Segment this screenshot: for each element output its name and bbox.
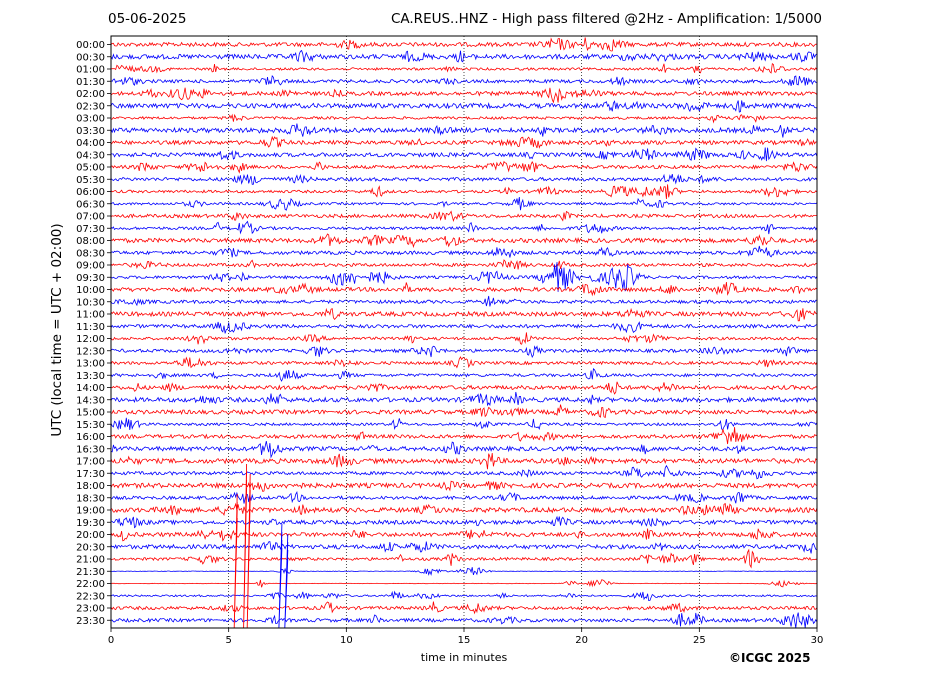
y-tick-label-0500: 05:00: [76, 163, 105, 174]
y-tick-label-0530: 05:30: [76, 175, 105, 186]
trace-row-1200: [110, 332, 818, 345]
trace-row-0200: [110, 87, 818, 104]
x-tick-label-0: 0: [108, 635, 114, 646]
y-tick-label-2200: 22:00: [76, 579, 105, 590]
y-tick-label-2100: 21:00: [76, 555, 105, 566]
chart-title: CA.REUS..HNZ - High pass filtered @2Hz -…: [390, 11, 822, 27]
y-tick-label-1800: 18:00: [76, 481, 105, 492]
copyright-label: ©ICGC 2025: [729, 651, 811, 665]
y-tick-label-0400: 04:00: [76, 138, 105, 149]
trace-row-2300: [110, 601, 818, 615]
y-tick-label-1830: 18:30: [76, 493, 105, 504]
y-tick-label-1930: 19:30: [76, 518, 105, 529]
large-spike-2: [246, 473, 251, 629]
large-spike-0: [233, 493, 238, 629]
y-tick-label-2230: 22:30: [76, 591, 105, 602]
y-tick-label-1600: 16:00: [76, 432, 105, 443]
trace-row-1730: [110, 464, 818, 480]
y-tick-label-0330: 03:30: [76, 126, 105, 137]
y-tick-label-2300: 23:00: [76, 604, 105, 615]
y-tick-label-1500: 15:00: [76, 408, 105, 419]
y-tick-label-2000: 20:00: [76, 530, 105, 541]
y-tick-label-2330: 23:30: [76, 616, 105, 627]
y-tick-label-1430: 14:30: [76, 395, 105, 406]
x-tick-label-15: 15: [458, 635, 471, 646]
y-tick-label-2030: 20:30: [76, 542, 105, 553]
trace-row-2230: [110, 590, 818, 602]
y-tick-label-1400: 14:00: [76, 383, 105, 394]
y-tick-label-0630: 06:30: [76, 199, 105, 210]
y-tick-label-1730: 17:30: [76, 469, 105, 480]
large-spike-1: [243, 463, 248, 629]
x-tick-label-20: 20: [575, 635, 588, 646]
trace-row-1230: [110, 345, 818, 358]
y-tick-label-1000: 10:00: [76, 285, 105, 296]
y-tick-label-1700: 17:00: [76, 457, 105, 468]
y-tick-label-1100: 11:00: [76, 310, 105, 321]
x-tick-label-25: 25: [693, 635, 706, 646]
time-gridlines: [228, 36, 700, 628]
date-label: 05-06-2025: [108, 11, 187, 27]
y-tick-label-0900: 09:00: [76, 261, 105, 272]
x-axis-ticks: 0 5 10 15 20 25 30: [108, 628, 824, 646]
x-tick-label-5: 5: [225, 635, 231, 646]
trace-row-1700: [110, 452, 818, 470]
x-tick-label-30: 30: [811, 635, 824, 646]
y-tick-label-0030: 00:30: [76, 52, 105, 63]
plot-frame: [110, 35, 818, 629]
y-tick-label-1330: 13:30: [76, 371, 105, 382]
y-tick-label-1900: 19:00: [76, 506, 105, 517]
y-tick-label-0730: 07:30: [76, 224, 105, 235]
y-tick-label-1230: 12:30: [76, 346, 105, 357]
y-tick-label-0100: 01:00: [76, 65, 105, 76]
trace-row-2330: [110, 612, 818, 628]
y-tick-label-0600: 06:00: [76, 187, 105, 198]
trace-row-2200: [110, 579, 818, 588]
trace-row-1630: [110, 441, 818, 459]
y-tick-label-0430: 04:30: [76, 150, 105, 161]
trace-row-1400: [110, 381, 818, 395]
trace-row-0030: [110, 49, 818, 63]
y-tick-label-0230: 02:30: [76, 101, 105, 112]
y-tick-label-0800: 08:00: [76, 236, 105, 247]
y-tick-label-1630: 16:30: [76, 444, 105, 455]
y-tick-label-0130: 01:30: [76, 77, 105, 88]
y-tick-label-1300: 13:00: [76, 359, 105, 370]
trace-row-2000: [110, 528, 818, 542]
x-axis-label: time in minutes: [420, 651, 508, 664]
trace-row-0730: [110, 220, 818, 235]
large-spike-3: [278, 523, 283, 629]
y-tick-label-1030: 10:30: [76, 297, 105, 308]
trace-row-0300: [110, 113, 818, 124]
trace-row-1130: [110, 321, 818, 334]
y-tick-label-0200: 02:00: [76, 89, 105, 100]
y-tick-label-0000: 00:00: [76, 40, 105, 51]
trace-row-1330: [110, 367, 818, 382]
y-tick-label-2130: 21:30: [76, 567, 105, 578]
trace-row-1300: [110, 356, 818, 369]
trace-row-0100: [110, 62, 818, 74]
y-tick-label-0830: 08:30: [76, 248, 105, 259]
large-spike-4: [284, 533, 289, 629]
trace-row-2130: [110, 567, 818, 576]
trace-row-1030: [110, 295, 818, 307]
y-tick-label-0300: 03:00: [76, 114, 105, 125]
y-axis-label: UTC (local time = UTC + 02:00): [49, 223, 65, 437]
y-tick-label-0700: 07:00: [76, 212, 105, 223]
x-tick-label-10: 10: [340, 635, 353, 646]
y-tick-label-0930: 09:30: [76, 273, 105, 284]
trace-row-0500: [110, 160, 818, 174]
y-tick-label-1130: 11:30: [76, 322, 105, 333]
y-tick-label-1200: 12:00: [76, 334, 105, 345]
y-tick-label-1530: 15:30: [76, 420, 105, 431]
trace-row-0530: [110, 173, 818, 185]
